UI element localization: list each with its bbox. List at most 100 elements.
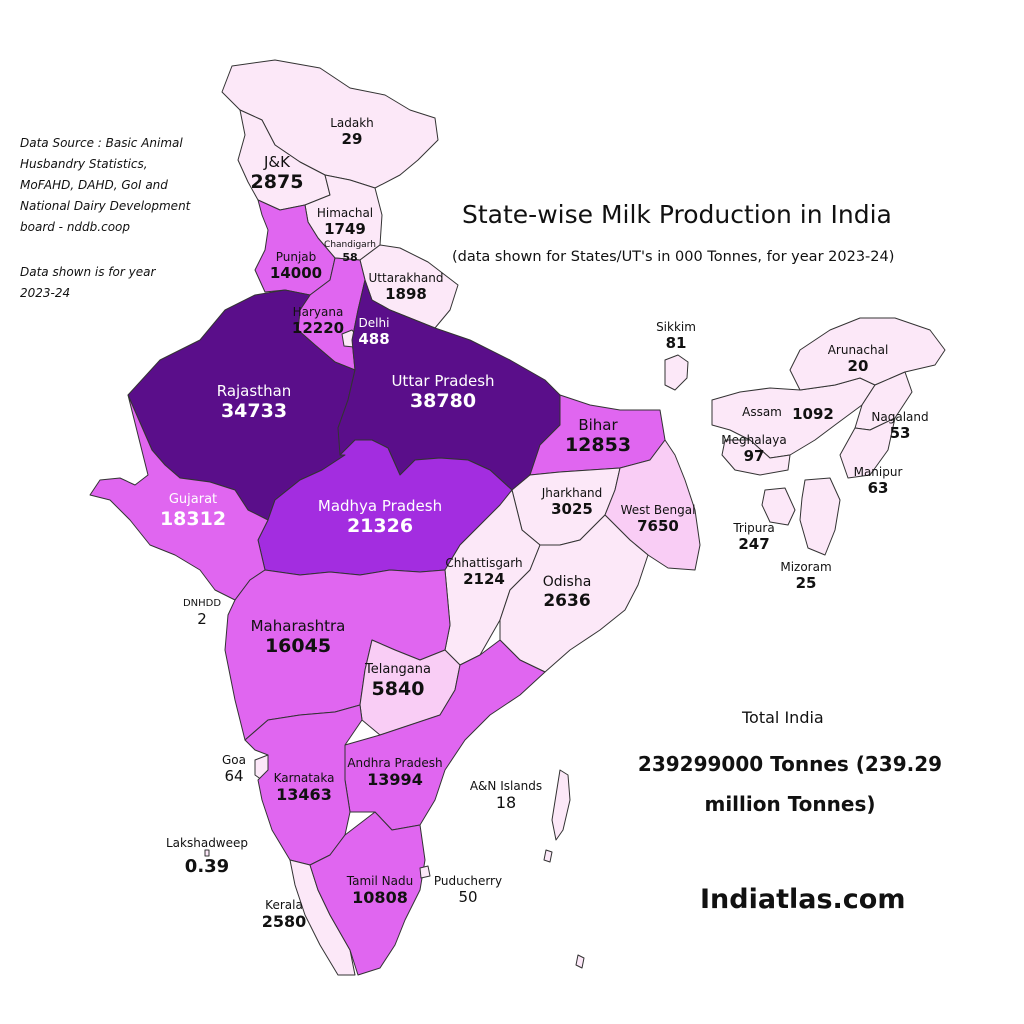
- region-label-mp: Madhya Pradesh 21326: [318, 497, 442, 538]
- region-name: Rajasthan: [216, 382, 292, 400]
- region-value: 38780: [409, 390, 477, 412]
- region-label-lakshadweep: Lakshadweep 0.39: [166, 836, 248, 878]
- region-name: Kerala: [265, 898, 303, 912]
- region-name: Tamil Nadu: [346, 874, 414, 888]
- region-value: 16045: [264, 635, 332, 657]
- region-name: Karnataka: [273, 771, 335, 785]
- state-manipur: [839, 417, 896, 479]
- region-label-odisha: Odisha 2636: [543, 574, 592, 611]
- state-lakshadweep: [204, 849, 210, 857]
- state-assam: [711, 377, 876, 459]
- state-odisha: [499, 514, 649, 673]
- region-value: 488: [358, 330, 390, 349]
- region-value: 20: [847, 357, 869, 376]
- region-name: Gujarat: [168, 492, 218, 507]
- region-name: Delhi: [358, 316, 390, 330]
- region-value: 21326: [346, 515, 414, 537]
- region-label-arunachal: Arunachal 20: [828, 343, 889, 375]
- region-name: Tripura: [733, 521, 775, 535]
- region-name: Arunachal: [827, 343, 889, 357]
- region-name: Assam: [742, 405, 782, 419]
- region-label-kerala: Kerala 2580: [262, 898, 307, 932]
- region-value: 3025: [551, 500, 593, 519]
- region-name: J&K: [264, 153, 290, 171]
- region-label-puducherry: Puducherry 50: [434, 874, 502, 906]
- region-value: 2875: [250, 171, 304, 193]
- region-value: 12220: [291, 319, 345, 338]
- brand-logo-text: Indiatlas.com: [700, 884, 906, 915]
- region-name: Mizoram: [780, 560, 832, 574]
- region-label-sikkim: Sikkim 81: [656, 320, 696, 352]
- state-gujarat: [89, 394, 269, 601]
- region-value: 2: [197, 610, 207, 628]
- region-label-uttarakhand: Uttarakhand 1898: [369, 271, 444, 303]
- region-label-nagaland: Nagaland 53: [871, 410, 928, 442]
- region-name: Nagaland: [871, 410, 929, 424]
- map-title: State-wise Milk Production in India: [462, 200, 892, 229]
- region-label-jharkhand: Jharkhand 3025: [542, 486, 603, 518]
- region-value: 81: [665, 334, 687, 353]
- region-value: 0.39: [184, 856, 230, 878]
- region-label-chandigarh: Chandigarh 58: [324, 240, 376, 264]
- region-value: 1092: [792, 405, 834, 423]
- region-label-tripura: Tripura 247: [733, 521, 774, 553]
- region-value: 29: [341, 130, 363, 149]
- region-value: 50: [458, 888, 478, 907]
- region-value: 10808: [352, 888, 408, 908]
- region-value: 13463: [276, 785, 332, 805]
- state-an-islands-nicobar: [575, 954, 585, 969]
- region-label-rajasthan: Rajasthan 34733: [217, 382, 292, 423]
- region-label-himachal: Himachal 1749: [317, 206, 373, 238]
- region-name: Jharkhand: [541, 486, 603, 500]
- year-note: Data shown is for year 2023-24: [20, 265, 156, 300]
- region-value: 2580: [261, 912, 307, 932]
- region-name: Lakshadweep: [165, 836, 249, 850]
- region-name: Uttar Pradesh: [391, 372, 495, 390]
- region-name: Odisha: [542, 574, 592, 590]
- region-name: Telangana: [365, 662, 431, 677]
- region-value: 1749: [324, 220, 366, 239]
- region-label-chhattisgarh: Chhattisgarh 2124: [445, 556, 522, 588]
- region-value: 1898: [385, 285, 427, 304]
- region-label-jk: J&K 2875: [251, 153, 304, 194]
- region-label-ladakh: Ladakh 29: [330, 116, 374, 148]
- source-note: Data Source : Basic Animal Husbandry Sta…: [20, 136, 191, 234]
- region-label-goa: Goa 64: [222, 753, 246, 785]
- region-value: 64: [224, 767, 244, 786]
- state-meghalaya: [721, 439, 791, 476]
- region-label-tn: Tamil Nadu 10808: [347, 874, 413, 908]
- region-name: Sikkim: [656, 320, 696, 334]
- region-name: Puducherry: [433, 874, 503, 888]
- total-value: 239299000 Tonnes (239.29 million Tonnes): [637, 752, 943, 816]
- region-label-an-islands: A&N Islands 18: [470, 779, 542, 813]
- region-label-delhi: Delhi 488: [358, 316, 389, 348]
- region-value: 5840: [371, 677, 425, 700]
- region-value: 18312: [159, 507, 227, 530]
- region-name: Andhra Pradesh: [347, 756, 443, 770]
- region-value: 14000: [269, 264, 323, 283]
- region-name: A&N Islands: [469, 779, 543, 793]
- region-label-mizoram: Mizoram 25: [780, 560, 831, 592]
- region-label-punjab: Punjab 14000: [270, 250, 322, 282]
- region-label-ap: Andhra Pradesh 13994: [347, 756, 442, 790]
- state-tn: [309, 811, 426, 976]
- region-value: 18: [495, 793, 517, 813]
- region-name: Himachal: [316, 206, 374, 220]
- region-value: 63: [867, 479, 889, 498]
- state-an-islands-south: [543, 849, 553, 863]
- map-subtitle: (data shown for States/UT's in 000 Tonne…: [452, 249, 895, 265]
- region-name: West Bengal: [620, 503, 696, 517]
- state-mizoram: [799, 477, 841, 556]
- total-label: Total India: [742, 708, 824, 727]
- region-name: Goa: [222, 753, 246, 767]
- region-label-bihar: Bihar 12853: [565, 416, 631, 457]
- region-name: Bihar: [578, 416, 618, 434]
- state-an-islands: [551, 769, 571, 841]
- region-name: Chhattisgarh: [445, 556, 523, 570]
- region-value: 34733: [220, 400, 288, 422]
- region-name: Manipur: [853, 465, 903, 479]
- region-value: 58: [342, 250, 358, 264]
- region-name: Meghalaya: [721, 433, 787, 447]
- region-label-maharashtra: Maharashtra 16045: [251, 617, 346, 658]
